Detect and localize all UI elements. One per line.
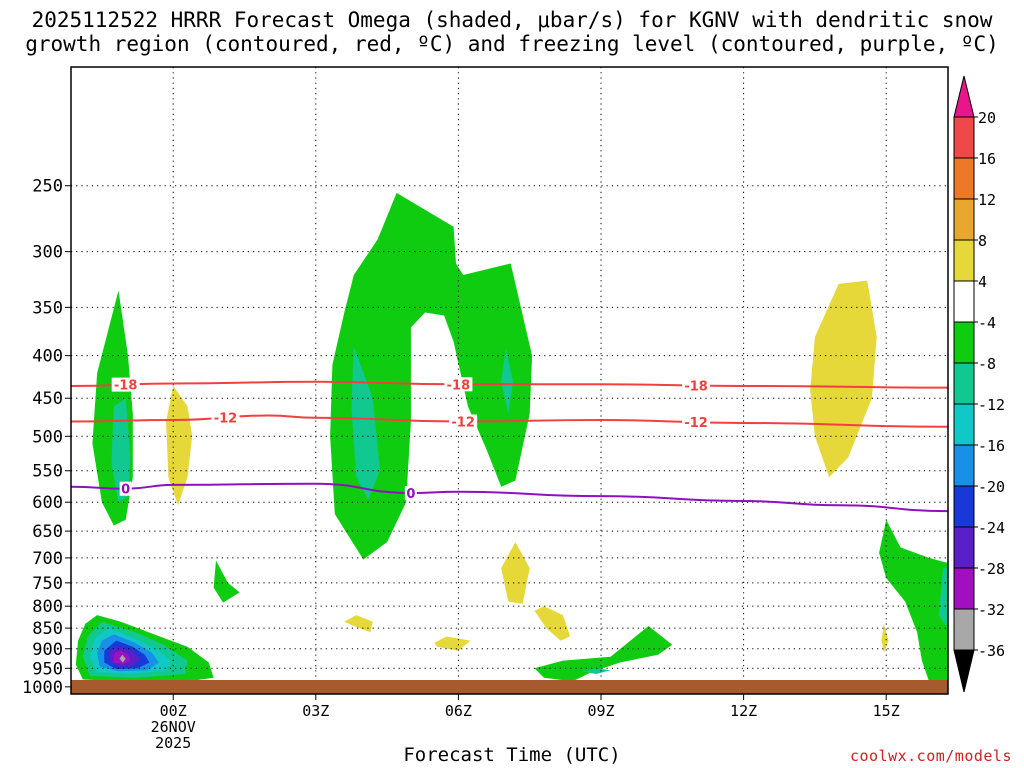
colorbar-label-1: 16 (978, 150, 996, 168)
colorbar-bin-8 (953, 403, 975, 446)
y-tick-label-500: 500 (32, 427, 63, 447)
omega-region-3 (213, 560, 240, 603)
omega-region-5 (351, 346, 380, 500)
omega-region-2 (166, 386, 193, 506)
isotherm-label--18-0: -18 (114, 379, 138, 394)
colorbar-label-8: -16 (978, 437, 1005, 455)
x-tick-label-00Z-0: 00Z (160, 702, 187, 720)
isotherm-label-bg-0-0 (119, 481, 132, 496)
isotherm-label-bg--12-2 (682, 415, 711, 430)
ground-surface (71, 680, 948, 694)
isotherm-label-bg-0-1 (404, 486, 417, 501)
isotherms: -18 -18 -18 -12 -12 -12 0 0 (71, 377, 948, 513)
omega-regions (75, 192, 948, 680)
colorbar-label-6: -8 (978, 355, 996, 373)
colorbar-label-5: -4 (978, 314, 996, 332)
isotherm-label-0-0: 0 (121, 483, 130, 498)
colorbar-label-13: -36 (978, 642, 1005, 660)
colorbar-bin-13 (953, 608, 975, 651)
y-tick-label-650: 650 (32, 522, 63, 542)
y-tick-label-250: 250 (32, 177, 63, 197)
omega-region-9 (434, 636, 471, 651)
y-tick-label-700: 700 (32, 549, 63, 569)
x-tick-label-15Z-0: 15Z (873, 702, 900, 720)
colorbar-top-triangle (953, 75, 975, 118)
x-tick-label-12Z-0: 12Z (730, 702, 757, 720)
y-tick-label-450: 450 (32, 389, 63, 409)
colorbar-label-2: 12 (978, 191, 996, 209)
y-axis: 2503003504004505005506006507007508008509… (22, 177, 71, 698)
omega-region-14 (881, 623, 889, 653)
y-tick-label-750: 750 (32, 574, 63, 594)
colorbar-bin-3 (953, 198, 975, 241)
colorbar: 20 16 12 8 4 -4 -8 -12 -16 -20 -24 -28 -32 -36 (953, 75, 1005, 693)
omega-region-15 (879, 519, 948, 680)
y-tick-label-550: 550 (32, 462, 63, 482)
colorbar-bin-9 (953, 444, 975, 487)
isotherm-label--12-2: -12 (684, 416, 708, 431)
colorbar-label-10: -24 (978, 519, 1005, 537)
y-tick-label-300: 300 (32, 243, 63, 263)
isotherm-line-0 (71, 482, 948, 513)
colorbar-bin-5 (953, 280, 975, 323)
colorbar-bin-10 (953, 485, 975, 528)
x-tick-label-06Z-0: 06Z (445, 702, 472, 720)
omega-region-11 (534, 626, 673, 680)
omega-region-4 (330, 192, 533, 560)
y-tick-label-1000: 1000 (22, 678, 63, 698)
omega-region-8 (344, 615, 373, 633)
isotherm-label-bg--18-0 (111, 377, 140, 392)
omega-region-12 (582, 668, 611, 674)
chart-title-line-1: 2025112522 HRRR Forecast Omega (shaded, … (31, 8, 993, 32)
y-tick-label-850: 850 (32, 619, 63, 639)
isotherm-label-bg--12-0 (211, 410, 240, 425)
colorbar-bin-12 (953, 567, 975, 610)
x-axis-label: Forecast Time (UTC) (403, 744, 621, 766)
omega-region-6 (501, 348, 514, 414)
colorbar-bin-1 (953, 116, 975, 159)
x-tick-label-00Z-2: 2025 (155, 734, 191, 752)
omega-region-1 (111, 398, 131, 503)
isotherm-label-bg--18-1 (444, 377, 473, 392)
y-tick-label-800: 800 (32, 597, 63, 617)
grid (71, 67, 948, 688)
colorbar-label-7: -12 (978, 396, 1005, 414)
omega-region-10 (534, 606, 571, 641)
colorbar-bin-6 (953, 321, 975, 364)
plot-frame (70, 66, 949, 695)
colorbar-bin-7 (953, 362, 975, 405)
isotherm-label-bg--12-1 (449, 414, 478, 429)
y-tick-label-400: 400 (32, 347, 63, 367)
colorbar-label-9: -20 (978, 478, 1005, 496)
colorbar-label-3: 8 (978, 232, 987, 250)
omega-region-13 (810, 280, 877, 478)
colorbar-label-12: -32 (978, 601, 1005, 619)
y-tick-label-350: 350 (32, 298, 63, 318)
y-tick-label-600: 600 (32, 493, 63, 513)
chart-title-line-2: growth region (contoured, red, ºC) and f… (25, 32, 999, 56)
omega-region-24 (119, 654, 126, 663)
y-tick-label-950: 950 (32, 659, 63, 679)
colorbar-label-4: 4 (978, 273, 987, 291)
isotherm-label--18-2: -18 (684, 379, 708, 394)
colorbar-bin-4 (953, 239, 975, 282)
colorbar-label-0: 20 (978, 109, 996, 127)
isotherm-label--18-1: -18 (447, 378, 471, 393)
isotherm-label-0-1: 0 (406, 487, 415, 502)
x-tick-label-09Z-0: 09Z (587, 702, 614, 720)
x-tick-label-03Z-0: 03Z (302, 702, 329, 720)
y-tick-label-900: 900 (32, 640, 63, 660)
colorbar-bin-11 (953, 526, 975, 569)
colorbar-bottom-triangle (953, 649, 975, 693)
isotherm-label--12-1: -12 (451, 415, 475, 430)
colorbar-bin-2 (953, 157, 975, 200)
x-tick-label-00Z-1: 26NOV (151, 718, 196, 736)
isotherm-label--12-0: -12 (214, 412, 238, 427)
credit-link[interactable]: coolwx.com/models (849, 747, 1012, 765)
colorbar-label-11: -28 (978, 560, 1005, 578)
isotherm-label-bg--18-2 (682, 378, 711, 393)
